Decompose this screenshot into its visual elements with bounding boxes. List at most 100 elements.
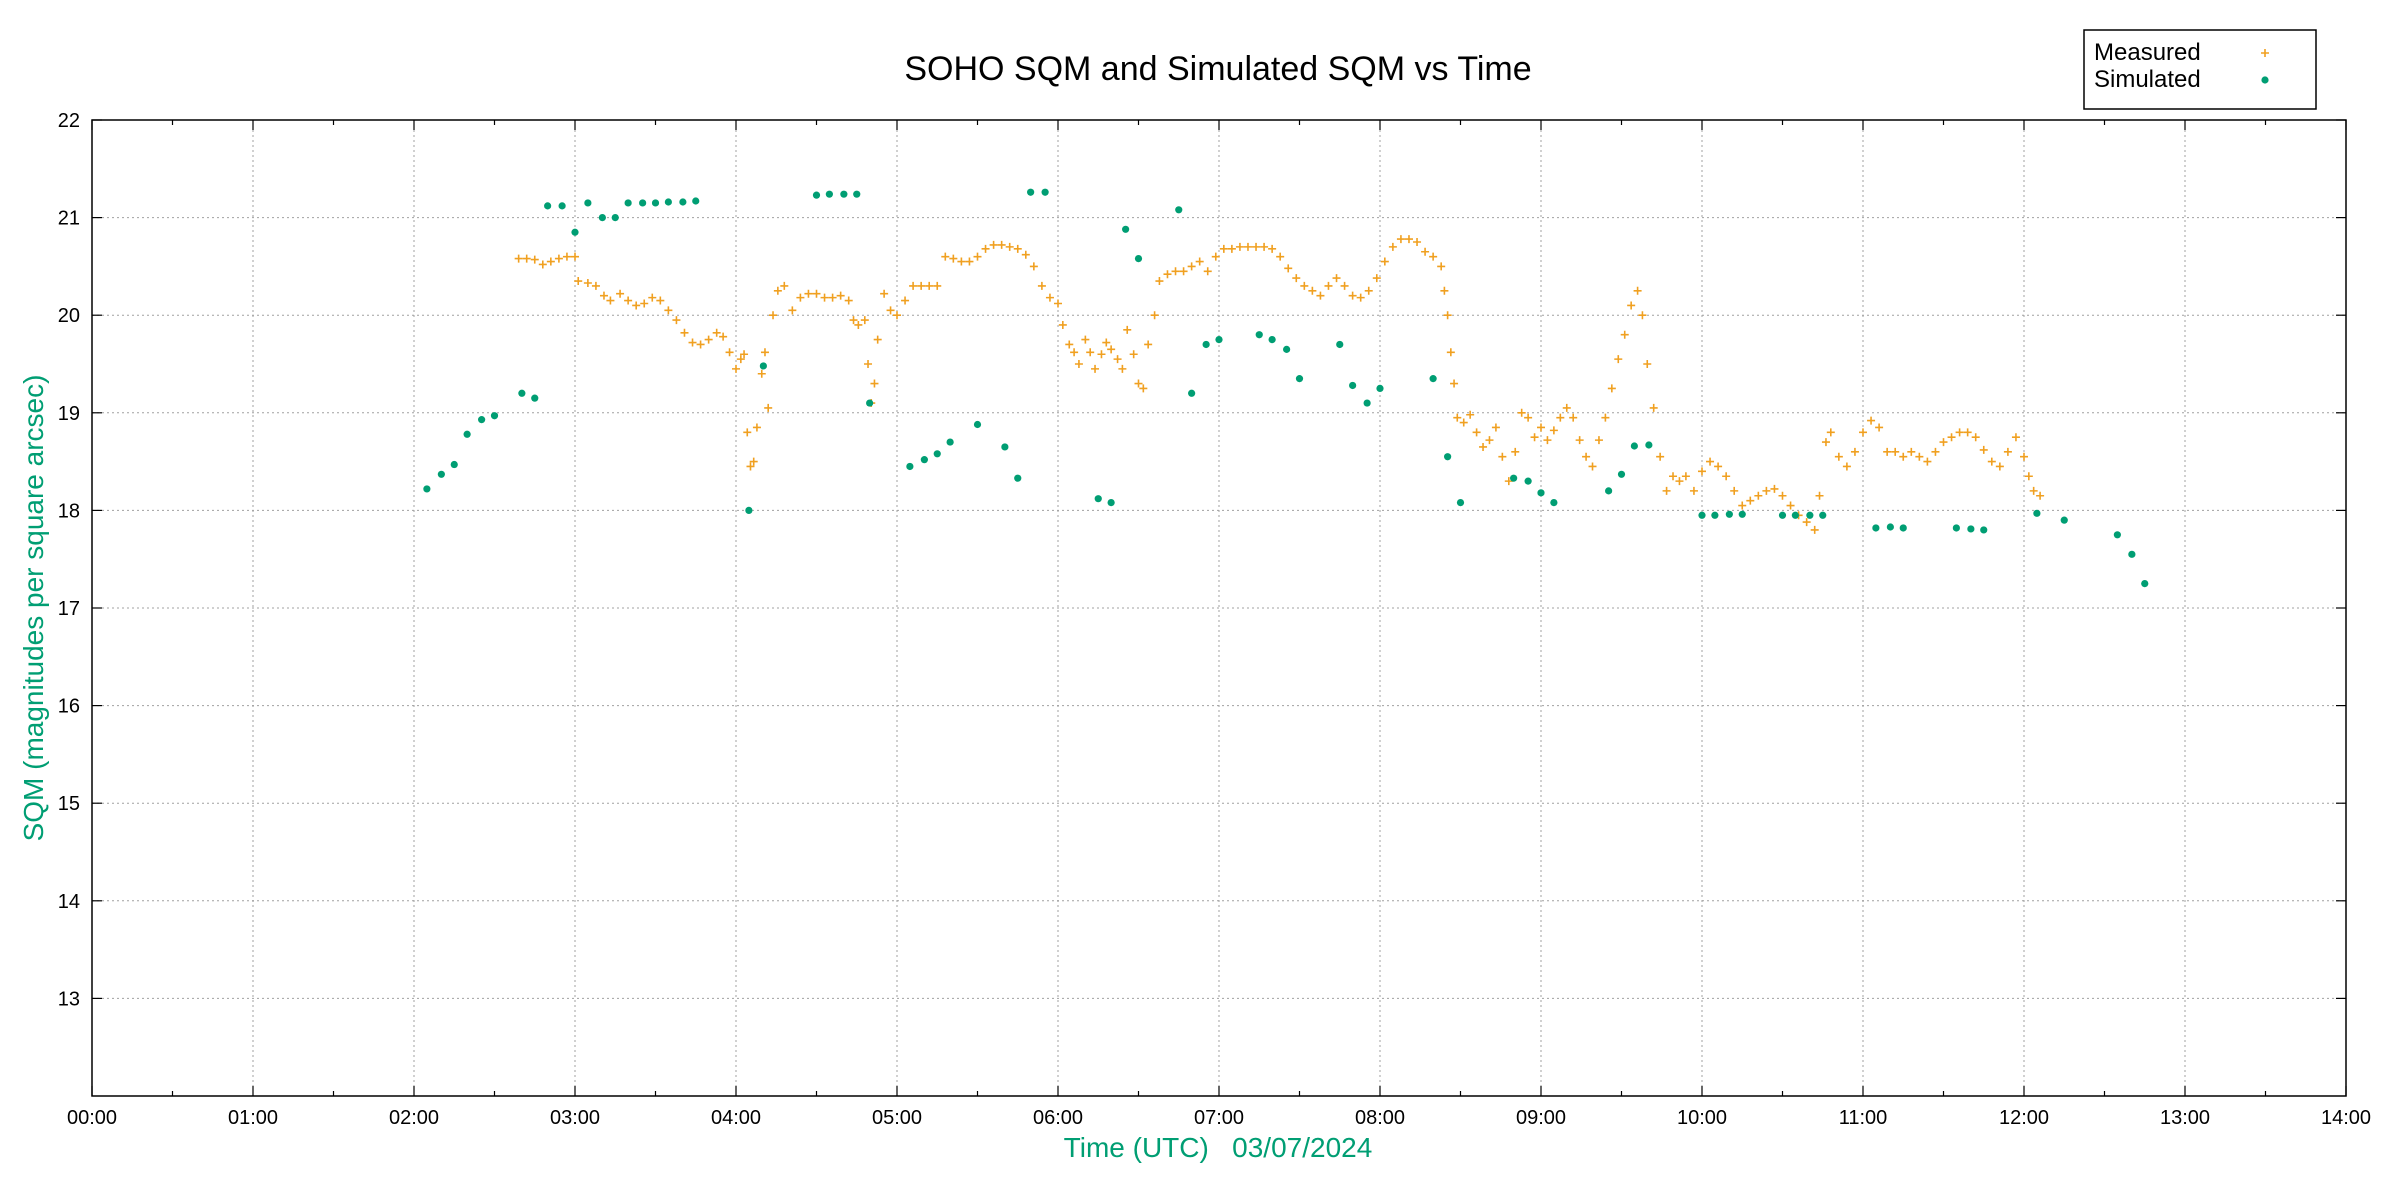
- y-tick-label: 14: [58, 891, 80, 913]
- measured-point: [1118, 364, 1127, 373]
- measured-point: [1939, 438, 1948, 447]
- measured-point: [1054, 299, 1062, 308]
- measured-point: [764, 403, 773, 412]
- simulated-point: [1027, 188, 1035, 196]
- measured-point: [1324, 281, 1333, 290]
- simulated-point: [1363, 399, 1371, 407]
- measured-point: [1907, 447, 1916, 456]
- measured-point: [941, 252, 950, 261]
- simulated-point: [679, 198, 687, 206]
- measured-point: [854, 320, 863, 329]
- simulated-point: [1980, 526, 1988, 534]
- measured-point: [1421, 247, 1430, 256]
- measured-point: [554, 254, 563, 263]
- measured-point: [1252, 242, 1261, 251]
- measured-point: [893, 311, 901, 320]
- simulated-point: [1268, 336, 1276, 344]
- measured-point: [562, 252, 571, 261]
- measured-point: [1746, 496, 1755, 505]
- simulated-point: [664, 198, 672, 206]
- legend-plus-marker: [2261, 49, 2269, 57]
- measured-point: [949, 254, 958, 263]
- measured-point: [1821, 438, 1830, 447]
- measured-point: [1504, 477, 1513, 486]
- measured-point: [2024, 472, 2033, 481]
- measured-point: [719, 332, 728, 341]
- simulated-point: [624, 199, 632, 207]
- simulated-point: [611, 214, 619, 222]
- measured-point: [1730, 486, 1739, 495]
- simulated-point: [651, 199, 660, 207]
- measured-point: [1607, 384, 1616, 393]
- measured-point: [1722, 472, 1731, 481]
- y-tick-label: 18: [58, 500, 80, 522]
- measured-point: [1850, 447, 1859, 456]
- measured-point: [1144, 340, 1153, 349]
- measured-point: [1594, 436, 1603, 445]
- measured-point: [1102, 338, 1111, 347]
- measured-point: [1899, 452, 1908, 461]
- measured-point: [860, 316, 869, 325]
- measured-point: [1656, 452, 1665, 461]
- measured-point: [836, 291, 845, 300]
- y-tick-label: 17: [58, 598, 80, 620]
- measured-point: [870, 379, 879, 388]
- x-tick-label: 04:00: [711, 1107, 761, 1129]
- measured-point: [571, 252, 579, 261]
- measured-point: [704, 335, 713, 344]
- measured-point: [514, 254, 523, 263]
- measured-point: [1883, 447, 1892, 456]
- simulated-point: [866, 399, 874, 407]
- measured-point: [933, 281, 942, 290]
- measured-point: [1021, 250, 1030, 259]
- measured-point: [1826, 428, 1835, 437]
- measured-point: [656, 296, 665, 305]
- simulated-point: [598, 214, 606, 222]
- measured-point: [965, 257, 974, 266]
- simulated-point: [437, 470, 445, 478]
- measured-point: [1097, 350, 1106, 359]
- measured-point: [981, 244, 990, 253]
- measured-point: [752, 423, 761, 432]
- measured-point: [1396, 235, 1405, 244]
- simulated-point: [840, 190, 848, 198]
- measured-point: [743, 428, 752, 437]
- measured-point: [1037, 281, 1046, 290]
- simulated-point: [1778, 511, 1787, 519]
- measured-point: [760, 348, 769, 357]
- measured-point: [1260, 242, 1269, 251]
- measured-point: [1081, 335, 1090, 344]
- measured-point: [1070, 348, 1079, 357]
- simulated-point: [518, 389, 526, 397]
- measured-point: [1834, 452, 1843, 461]
- series-simulated: [423, 188, 2149, 588]
- simulated-point: [2060, 516, 2068, 524]
- measured-point: [749, 457, 758, 466]
- simulated-point: [1630, 442, 1638, 450]
- measured-point: [1045, 293, 1054, 302]
- legend-marker-simulated: [2261, 76, 2269, 84]
- measured-point: [1662, 486, 1671, 495]
- measured-point: [1284, 264, 1293, 273]
- simulated-point: [1967, 525, 1975, 533]
- measured-point: [2020, 452, 2028, 461]
- measured-point: [1786, 501, 1795, 510]
- simulated-point: [1791, 511, 1799, 519]
- measured-point: [804, 289, 813, 298]
- simulated-point: [1617, 470, 1626, 478]
- simulated-point: [1376, 384, 1384, 392]
- measured-point: [522, 254, 531, 263]
- measured-point: [624, 296, 633, 305]
- measured-point: [957, 257, 966, 266]
- measured-point: [886, 306, 895, 315]
- measured-point: [1582, 452, 1591, 461]
- simulated-point: [1605, 487, 1613, 495]
- measured-point: [591, 281, 600, 290]
- measured-point: [648, 293, 657, 302]
- measured-point: [1778, 491, 1787, 500]
- legend-label-measured: Measured: [2094, 39, 2201, 66]
- measured-point: [1340, 281, 1349, 290]
- simulated-point: [1107, 498, 1115, 507]
- measured-point: [1891, 447, 1900, 456]
- measured-point: [1955, 428, 1964, 437]
